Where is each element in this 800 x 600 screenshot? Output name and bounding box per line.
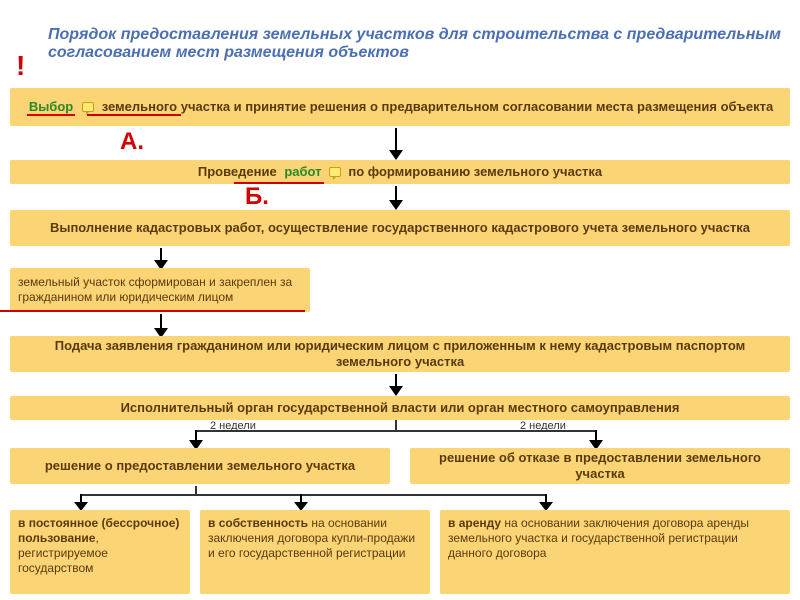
conn-v7	[195, 486, 197, 494]
conn-h7	[80, 494, 545, 496]
red-underline-a	[87, 114, 181, 116]
comment-icon	[329, 167, 341, 177]
arrow-left	[195, 430, 203, 450]
box10-strong: в собственность	[208, 516, 308, 530]
arrow-5	[395, 374, 403, 396]
annot-b: Б.	[245, 183, 269, 211]
box2-pre: Проведение	[198, 164, 277, 179]
arrow-b11	[545, 494, 553, 511]
conn-v-center	[395, 420, 397, 430]
flow-box-4: земельный участок сформирован и закрепле…	[10, 268, 310, 312]
flow-box-1: Выбор земельного участка и принятие реше…	[10, 88, 790, 126]
arrow-3	[160, 248, 168, 270]
annot-bang: !	[16, 50, 25, 82]
red-underline-b	[234, 182, 324, 184]
flow-box-6: Исполнительный орган государственной вла…	[10, 396, 790, 420]
arrow-b10	[300, 494, 308, 511]
arrow-1	[395, 128, 403, 160]
flow-box-7: решение о предоставлении земельного учас…	[10, 448, 390, 484]
arrow-right	[595, 430, 603, 450]
annot-a: А.	[120, 128, 144, 156]
label-weeks-right: 2 недели	[520, 420, 566, 432]
box1-highlight: Выбор	[27, 99, 75, 116]
label-weeks-left: 2 недели	[210, 420, 256, 432]
arrow-2	[395, 186, 403, 210]
flow-box-2: Проведение работ по формированию земельн…	[10, 160, 790, 184]
page-title: Порядок предоставления земельных участко…	[48, 26, 788, 62]
box11-strong: в аренду	[448, 516, 501, 530]
flow-box-9: в постоянное (бессрочное) пользование, р…	[10, 510, 190, 594]
flow-box-3: Выполнение кадастровых работ, осуществле…	[10, 210, 790, 246]
flow-box-11: в аренду на основании заключения договор…	[440, 510, 790, 594]
red-underline-c	[0, 310, 305, 312]
box2-post: по формированию земельного участка	[348, 164, 602, 179]
flow-box-5: Подача заявления гражданином или юридиче…	[10, 336, 790, 372]
arrow-b9	[80, 494, 88, 511]
flow-box-10: в собственность на основании заключения …	[200, 510, 430, 594]
arrow-4	[160, 314, 168, 338]
comment-icon	[82, 102, 94, 112]
box2-highlight: работ	[280, 164, 325, 179]
box1-text: земельного участка и принятие решения о …	[102, 99, 774, 114]
flow-box-8: решение об отказе в предоставлении земел…	[410, 448, 790, 484]
